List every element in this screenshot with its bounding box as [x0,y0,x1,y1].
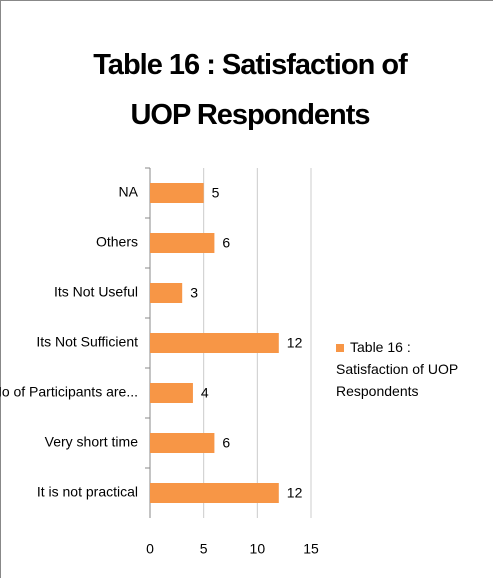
y-tick-label: Its Not Sufficient [36,334,138,350]
x-tick-label: 15 [303,541,319,557]
bar [150,483,279,503]
bar [150,433,215,453]
bar [150,333,279,353]
y-tick-label: NA [119,184,139,200]
x-tick-label: 0 [146,541,154,557]
y-tick-label: Its Not Useful [54,284,138,300]
data-label: 3 [190,285,198,301]
data-label: 12 [287,485,303,501]
bar [150,283,183,303]
y-tick-label: Very short time [45,434,139,450]
data-label: 5 [212,185,220,201]
y-tick-label: Others [96,234,138,250]
bar [150,233,215,253]
x-tick-label: 5 [200,541,208,557]
x-tick-label: 10 [250,541,266,557]
legend-key [336,344,344,352]
data-label: 12 [287,335,303,351]
bar [150,383,193,403]
legend-label: Table 16 : Satisfaction of UOP Responden… [336,339,458,399]
y-tick-label: It is not practical [37,484,138,500]
legend: Table 16 : Satisfaction of UOP Responden… [336,336,486,402]
data-label: 6 [222,435,230,451]
data-label: 6 [222,235,230,251]
bar [150,183,204,203]
y-tick-label: No of Participants are... [0,384,138,400]
chart-title: Table 16 : Satisfaction of UOP Responden… [93,49,407,131]
data-label: 4 [201,385,209,401]
